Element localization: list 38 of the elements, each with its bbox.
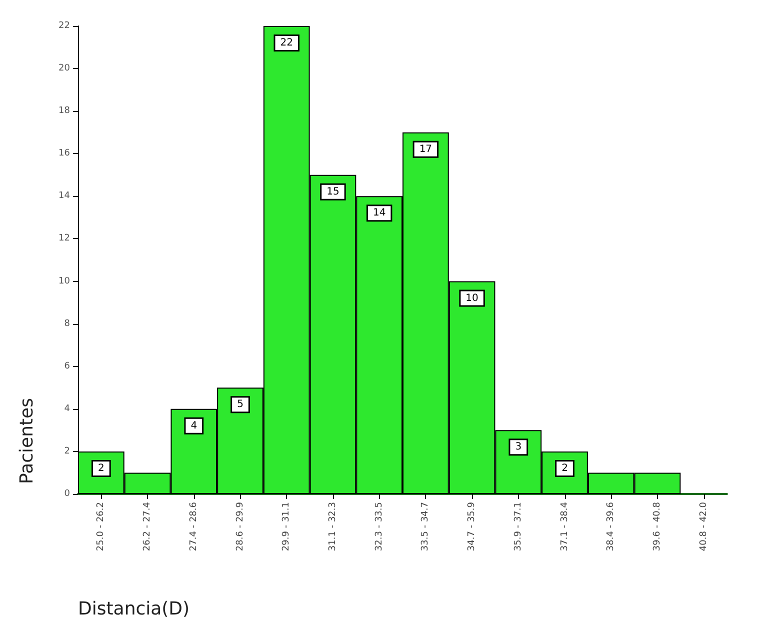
x-tick-label: 29.9 - 31.1 [282,502,292,552]
data-label: 14 [372,208,386,219]
data-label: 2 [98,462,104,474]
x-tick-label: 37.1 - 38.4 [560,502,570,552]
x-tick-label: 31.1 - 32.3 [328,502,338,552]
x-tick-label: 39.6 - 40.8 [652,502,662,552]
data-label: 5 [237,399,244,410]
data-label: 10 [466,292,478,304]
x-tick-label: 25.0 - 26.2 [96,502,106,552]
data-label: 22 [280,38,293,48]
data-label: 15 [326,186,340,198]
data-label: 17 [419,144,432,155]
x-tick-label: 28.6 - 29.9 [235,502,246,552]
x-tick-label: 33.5 - 34.7 [420,502,431,552]
y-tick-label: 4 [64,404,70,414]
y-tick-label: 16 [58,148,70,159]
y-tick-label: 14 [58,191,70,202]
y-tick-label: 8 [64,318,70,329]
y-axis-title: Pacientes [16,398,38,484]
x-tick-label: 32.3 - 33.5 [374,502,384,552]
y-tick-label: 22 [58,21,70,31]
x-tick-label: 26.2 - 27.4 [142,502,153,552]
y-tick-label: 6 [64,361,70,372]
y-tick-label: 12 [58,234,70,244]
x-tick-label: 34.7 - 35.9 [467,502,478,552]
x-axis-title: Distancia(D) [78,598,190,620]
data-label: 4 [190,420,198,432]
x-tick-label: 35.9 - 37.1 [513,502,524,552]
data-label: 2 [562,462,568,474]
y-tick-label: 0 [64,489,70,499]
y-tick-label: 2 [64,446,70,456]
y-tick-label: 18 [58,106,70,116]
x-tick-label: 27.4 - 28.6 [188,502,199,552]
y-tick-label: 10 [58,276,70,286]
x-tick-label: 38.4 - 39.6 [606,502,616,552]
x-tick-label: 40.8 - 42.0 [698,502,709,552]
data-label: 3 [515,442,522,453]
y-tick-label: 20 [58,64,70,74]
